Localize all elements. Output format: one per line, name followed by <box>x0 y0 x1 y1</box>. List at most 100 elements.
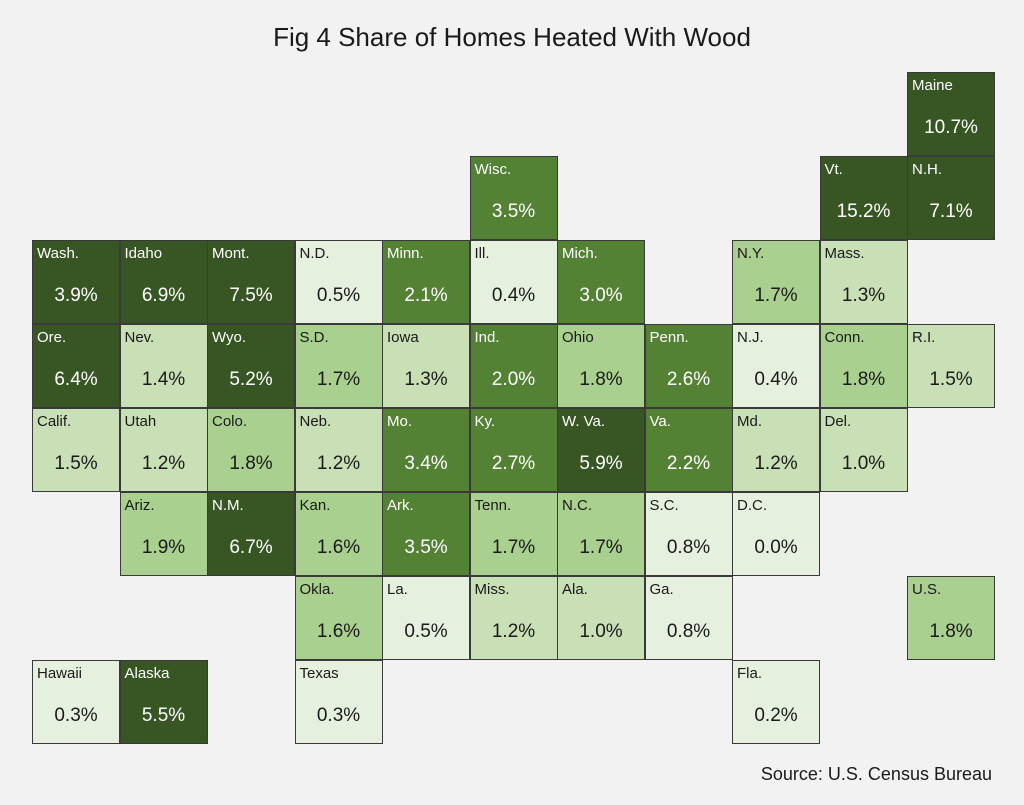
tile-label: Vt. <box>824 161 843 178</box>
tile-texas: Texas 0.3% <box>294 660 383 745</box>
tile-value: 2.6% <box>666 369 711 390</box>
tile-mo: Mo. 3.4% <box>382 408 470 493</box>
tile-label: Idaho <box>124 245 163 262</box>
tile-miss: Miss. 1.2% <box>469 576 558 661</box>
tile-label: Ohio <box>562 329 594 346</box>
tile-idaho: Idaho 6.9% <box>119 240 208 325</box>
tile-value: 1.8% <box>579 369 623 390</box>
tile-label: Nev. <box>124 329 155 346</box>
tile-md: Md. 1.2% <box>732 408 820 493</box>
tile-value: 0.3% <box>54 705 98 726</box>
tile-label: Tenn. <box>474 497 512 514</box>
tile-d-c: D.C. 0.0% <box>732 492 820 577</box>
tile-label: Va. <box>649 413 671 430</box>
tile-label: N.J. <box>737 329 764 346</box>
tile-label: Neb. <box>299 413 332 430</box>
tile-nev: Nev. 1.4% <box>119 324 208 409</box>
chart-title: Fig 4 Share of Homes Heated With Wood <box>273 22 751 52</box>
tile-label: Okla. <box>299 581 335 598</box>
tile-label: Kan. <box>299 497 331 514</box>
tile-label: Hawaii <box>37 665 83 682</box>
tile-hawaii: Hawaii 0.3% <box>32 660 120 745</box>
tile-label: Ariz. <box>124 497 155 514</box>
tile-value: 1.9% <box>141 537 186 558</box>
tile-value: 1.5% <box>54 453 98 474</box>
tile-tenn: Tenn. 1.7% <box>469 492 558 577</box>
tile-value: 1.2% <box>141 453 186 474</box>
tile-label: Texas <box>299 665 339 682</box>
tile-value: 2.0% <box>491 369 536 390</box>
tile-utah: Utah 1.2% <box>119 408 208 493</box>
tile-mont: Mont. 7.5% <box>207 240 295 325</box>
tile-va: Va. 2.2% <box>644 408 733 493</box>
tile-value: 0.8% <box>666 621 711 642</box>
tile-label: Md. <box>737 413 763 430</box>
tile-label: Mont. <box>212 245 250 262</box>
tile-s-d: S.D. 1.7% <box>294 324 383 409</box>
tile-value: 1.0% <box>841 453 886 474</box>
tile-label: Mich. <box>562 245 598 262</box>
tile-value: 1.2% <box>754 453 798 474</box>
tile-value: 5.2% <box>229 369 273 390</box>
source-note: Source: U.S. Census Bureau <box>760 764 992 784</box>
tile-w-va: W. Va. 5.9% <box>557 408 645 493</box>
tile-conn: Conn. 1.8% <box>819 324 908 409</box>
tile-label: Mass. <box>824 245 865 262</box>
tile-wash: Wash. 3.9% <box>32 240 120 325</box>
tile-label: Mo. <box>387 413 413 430</box>
tile-n-m: N.M. 6.7% <box>207 492 295 577</box>
tile-value: 2.1% <box>404 285 448 306</box>
tile-value: 0.5% <box>404 621 448 642</box>
tile-value: 6.4% <box>54 369 98 390</box>
tile-label: Minn. <box>387 245 424 262</box>
tile-label: La. <box>387 581 408 598</box>
tile-alaska: Alaska 5.5% <box>119 660 208 745</box>
tile-value: 0.0% <box>754 537 798 558</box>
tile-value: 3.4% <box>404 453 448 474</box>
tile-value: 0.4% <box>754 369 798 390</box>
tile-value: 3.0% <box>579 285 623 306</box>
tile-value: 2.2% <box>666 453 711 474</box>
tile-label: Miss. <box>474 581 510 598</box>
tile-ohio: Ohio 1.8% <box>557 324 645 409</box>
tile-label: N.M. <box>212 497 244 514</box>
tile-value: 7.1% <box>929 201 973 222</box>
tile-value: 5.9% <box>579 453 623 474</box>
tile-iowa: Iowa 1.3% <box>382 324 470 409</box>
tile-label: N.C. <box>562 497 592 514</box>
tile-mich: Mich. 3.0% <box>557 240 645 325</box>
tile-value: 1.2% <box>316 453 361 474</box>
tile-ore: Ore. 6.4% <box>32 324 120 409</box>
tile-maine: Maine 10.7% <box>907 72 995 157</box>
tile-value: 1.3% <box>841 285 886 306</box>
tile-label: Calif. <box>37 413 72 430</box>
tile-value: 1.3% <box>404 369 448 390</box>
tile-value: 10.7% <box>924 117 978 138</box>
tile-ind: Ind. 2.0% <box>469 324 558 409</box>
tile-label: Maine <box>912 77 953 94</box>
tile-label: Fla. <box>737 665 763 682</box>
tile-value: 0.2% <box>754 705 798 726</box>
tile-value: 0.5% <box>316 285 361 306</box>
tile-value: 1.8% <box>229 453 273 474</box>
tile-value: 7.5% <box>229 285 273 306</box>
tile-label: Colo. <box>212 413 248 430</box>
tile-label: Ill. <box>474 245 490 262</box>
tile-neb: Neb. 1.2% <box>294 408 383 493</box>
tile-label: Ark. <box>387 497 414 514</box>
tile-value: 6.9% <box>141 285 186 306</box>
tile-value: 1.7% <box>491 537 536 558</box>
tile-fla: Fla. 0.2% <box>732 660 820 745</box>
tile-label: N.H. <box>912 161 942 178</box>
tile-label: Wisc. <box>474 161 512 178</box>
tile-n-j: N.J. 0.4% <box>732 324 820 409</box>
tile-label: S.C. <box>649 497 679 514</box>
tile-label: Penn. <box>649 329 689 346</box>
tile-label: U.S. <box>912 581 942 598</box>
tile-colo: Colo. 1.8% <box>207 408 295 493</box>
tile-label: Ind. <box>474 329 500 346</box>
tile-penn: Penn. 2.6% <box>644 324 733 409</box>
tile-label: N.D. <box>299 245 330 262</box>
tile-value: 0.8% <box>666 537 711 558</box>
